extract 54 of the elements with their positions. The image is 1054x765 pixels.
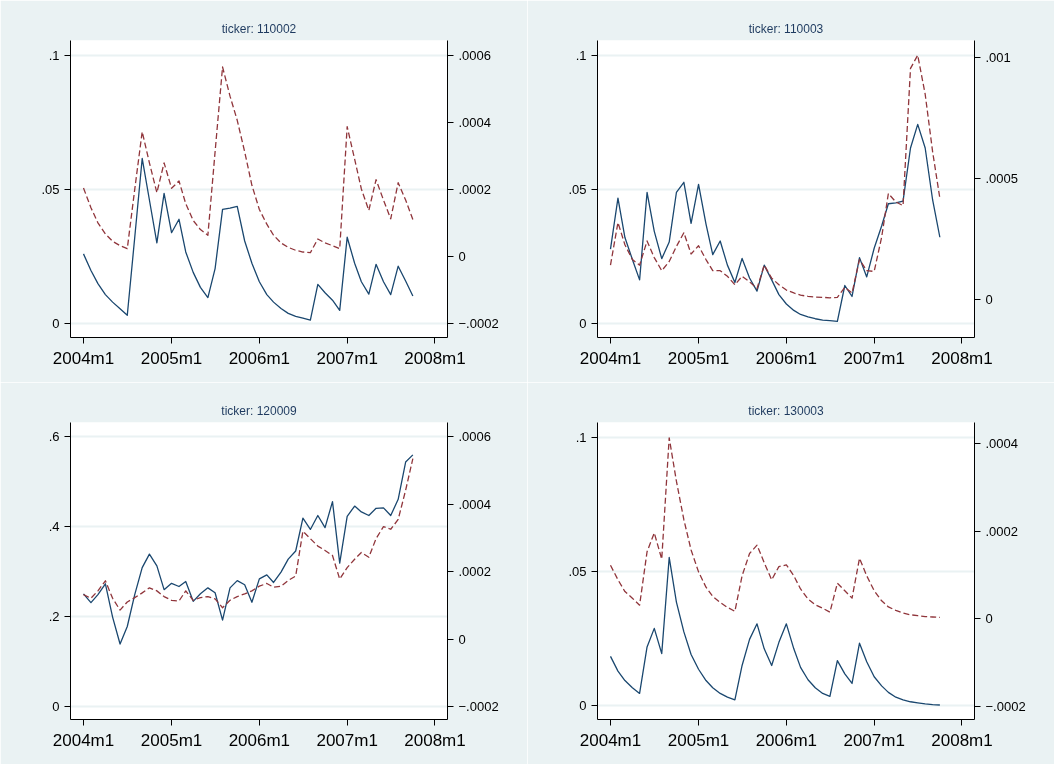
x-tick-label: 2008m1: [931, 730, 993, 750]
y-tick-label: 0: [579, 315, 587, 331]
y2-tick-label: 0: [985, 291, 993, 307]
y2-tick-label: .0002: [458, 564, 492, 580]
y-tick-label: .2: [48, 609, 60, 625]
y2-tick-label: 0: [458, 248, 466, 264]
x-tick-label: 2008m1: [404, 730, 466, 750]
x-tick-label: 2004m1: [52, 730, 115, 750]
x-tick-label: 2005m1: [140, 348, 203, 368]
y2-tick-label: .0004: [458, 114, 492, 130]
x-tick-label: 2004m1: [579, 730, 642, 750]
y2-tick-label: .0006: [458, 429, 492, 445]
x-tick-label: 2007m1: [316, 348, 378, 368]
y-tick-label: 0: [52, 315, 60, 331]
x-tick-label: 2007m1: [316, 730, 378, 750]
y2-tick-label: −.0002: [985, 698, 1026, 714]
y2-tick-label: .0006: [458, 47, 492, 63]
y-tick-label: .05: [41, 181, 60, 197]
y2-tick-label: .001: [985, 49, 1011, 65]
y2-tick-label: .0004: [458, 496, 492, 512]
x-tick-label: 2005m1: [667, 730, 730, 750]
y-tick-label: .4: [48, 519, 60, 535]
x-tick-label: 2004m1: [579, 348, 642, 368]
y-tick-label: .1: [575, 47, 587, 63]
x-tick-label: 2006m1: [228, 730, 291, 750]
chart-title: ticker: 120009: [221, 403, 298, 418]
y2-tick-label: .0004: [985, 436, 1019, 452]
y2-tick-label: −.0002: [458, 315, 499, 331]
x-tick-label: 2006m1: [755, 730, 818, 750]
y-tick-label: .1: [575, 429, 587, 445]
y-tick-label: .1: [48, 47, 60, 63]
x-tick-label: 2006m1: [755, 348, 818, 368]
y-tick-label: .6: [48, 429, 60, 445]
x-tick-label: 2008m1: [404, 348, 466, 368]
x-tick-label: 2007m1: [843, 730, 905, 750]
y2-tick-label: −.0002: [458, 698, 499, 714]
y-tick-label: 0: [52, 698, 60, 714]
y2-tick-label: 0: [985, 611, 993, 627]
y-tick-label: .05: [568, 563, 587, 579]
x-tick-label: 2004m1: [52, 348, 115, 368]
x-tick-label: 2007m1: [843, 348, 905, 368]
y2-tick-label: .0005: [985, 170, 1019, 186]
chart-title: ticker: 110002: [221, 21, 297, 36]
x-tick-label: 2005m1: [667, 348, 730, 368]
x-tick-label: 2005m1: [140, 730, 203, 750]
x-tick-label: 2008m1: [931, 348, 993, 368]
y2-tick-label: 0: [458, 631, 466, 647]
y2-tick-label: .0002: [985, 523, 1019, 539]
x-tick-label: 2006m1: [228, 348, 291, 368]
chart-title: ticker: 130003: [748, 403, 825, 418]
y-tick-label: 0: [579, 698, 587, 714]
y2-tick-label: .0002: [458, 181, 492, 197]
y-tick-label: .05: [568, 181, 587, 197]
chart-title: ticker: 110003: [748, 21, 824, 36]
